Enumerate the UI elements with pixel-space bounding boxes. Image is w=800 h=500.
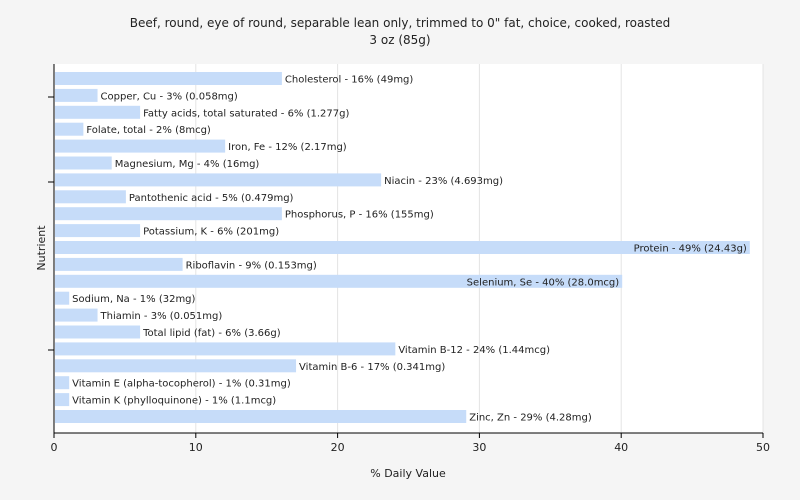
bar <box>55 139 226 153</box>
bar <box>55 410 467 423</box>
bar-data-label: Vitamin B-12 - 24% (1.44mcg) <box>398 345 550 356</box>
x-tick-label: 30 <box>472 441 486 454</box>
bar-data-label: Iron, Fe - 12% (2.17mg) <box>228 142 347 153</box>
bar <box>55 88 98 102</box>
bar-data-label: Potassium, K - 6% (201mg) <box>143 227 279 238</box>
bar <box>55 72 282 85</box>
bar-data-label: Niacin - 23% (4.693mg) <box>384 176 503 187</box>
bar-data-label: Vitamin K (phylloquinone) - 1% (1.1mcg) <box>72 396 276 407</box>
bar-data-label: Zinc, Zn - 29% (4.28mg) <box>469 413 592 424</box>
bar <box>55 190 126 204</box>
x-axis-title: % Daily Value <box>370 467 446 480</box>
y-axis-title: Nutrient <box>35 225 48 271</box>
bar <box>55 376 70 390</box>
bar <box>55 241 750 254</box>
bar <box>55 291 70 305</box>
x-tick-label: 20 <box>331 441 345 454</box>
chart-subtitle: 3 oz (85g) <box>369 33 430 47</box>
bar <box>55 257 183 271</box>
bar-data-label: Pantothenic acid - 5% (0.479mg) <box>129 193 294 204</box>
bar <box>55 359 297 373</box>
x-tick-label: 40 <box>614 441 628 454</box>
bar-data-label: Riboflavin - 9% (0.153mg) <box>186 260 317 271</box>
bar-data-label: Cholesterol - 16% (49mg) <box>285 75 414 86</box>
axes: 0 10 20 30 40 50 <box>48 64 770 454</box>
bar-data-label: Copper, Cu - 3% (0.058mg) <box>101 91 238 102</box>
bar-data-label: Selenium, Se - 40% (28.0mcg) <box>467 277 620 288</box>
x-tick-label: 50 <box>756 441 770 454</box>
bar <box>55 308 98 322</box>
bar <box>55 274 623 288</box>
bar <box>55 224 141 238</box>
bar <box>55 173 382 187</box>
bar <box>55 207 282 221</box>
bar <box>55 393 70 407</box>
bar <box>55 122 84 136</box>
chart-title: Beef, round, eye of round, separable lea… <box>130 16 671 30</box>
bar-data-label: Protein - 49% (24.43g) <box>634 244 747 255</box>
bar-data-label: Phosphorus, P - 16% (155mg) <box>285 210 434 221</box>
bar-data-label: Vitamin B-6 - 17% (0.341mg) <box>299 362 445 373</box>
bar <box>55 156 112 170</box>
bar-data-label: Total lipid (fat) - 6% (3.66g) <box>142 328 281 339</box>
x-tick-label: 10 <box>189 441 203 454</box>
bar <box>55 105 141 119</box>
bar-data-label: Magnesium, Mg - 4% (16mg) <box>115 159 260 170</box>
bar-data-label: Folate, total - 2% (8mcg) <box>86 125 211 136</box>
bar-data-label: Fatty acids, total saturated - 6% (1.277… <box>143 108 349 119</box>
bar <box>55 342 396 356</box>
bar-data-label: Vitamin E (alpha-tocopherol) - 1% (0.31m… <box>72 379 291 390</box>
x-tick-label: 0 <box>51 441 58 454</box>
bars: Cholesterol - 16% (49mg) Copper, Cu - 3% … <box>55 72 750 424</box>
bar <box>55 325 141 339</box>
bar-data-label: Thiamin - 3% (0.051mg) <box>100 311 223 322</box>
bar-data-label: Sodium, Na - 1% (32mg) <box>72 294 195 305</box>
